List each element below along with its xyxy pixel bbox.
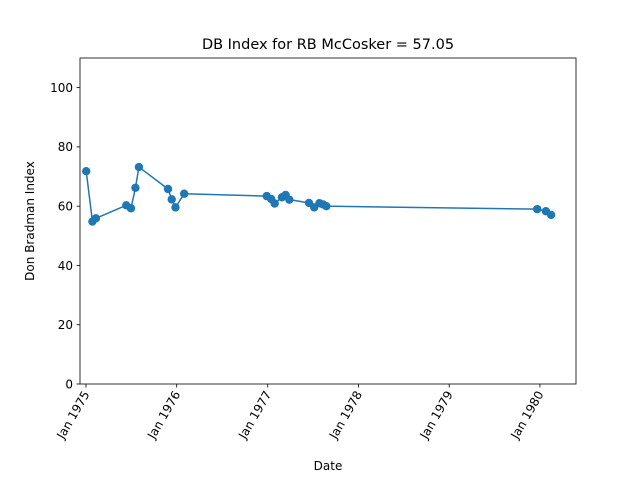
- x-axis-label: Date: [314, 459, 343, 473]
- data-point: [131, 183, 140, 193]
- data-point: [134, 162, 144, 172]
- data-point: [126, 204, 136, 213]
- data-point: [91, 214, 101, 223]
- y-tick-label: 80: [58, 140, 73, 154]
- data-point: [533, 204, 542, 214]
- data-point: [163, 184, 173, 194]
- plot-area: [82, 162, 556, 226]
- chart-title: DB Index for RB McCosker = 57.05: [202, 37, 454, 53]
- data-point: [285, 195, 294, 204]
- data-point: [270, 199, 279, 208]
- y-tick-label: 60: [58, 199, 73, 213]
- data-point: [322, 201, 331, 211]
- data-point: [546, 210, 556, 220]
- y-tick-label: 20: [58, 318, 73, 332]
- data-point: [171, 203, 180, 212]
- y-axis-label: Don Bradman Index: [23, 161, 37, 281]
- y-tick-label: 40: [58, 259, 73, 273]
- axes-frame: [79, 57, 577, 385]
- data-point: [179, 189, 189, 198]
- data-point: [82, 167, 91, 176]
- data-point: [167, 195, 176, 204]
- y-tick-label: 100: [50, 81, 73, 95]
- y-tick-label: 0: [65, 377, 73, 391]
